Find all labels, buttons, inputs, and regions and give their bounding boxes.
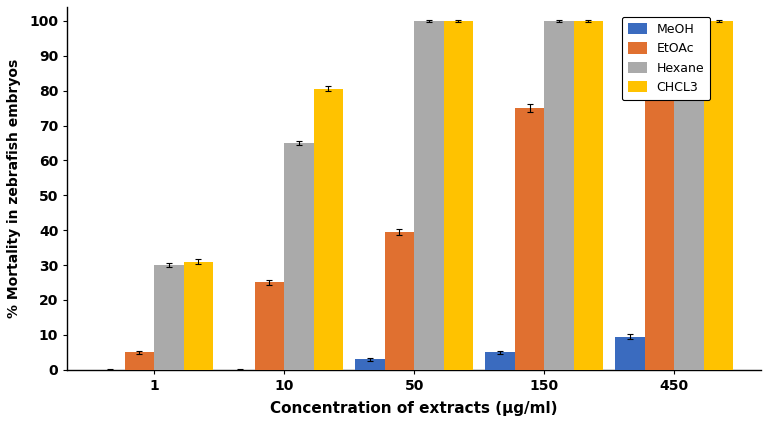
Bar: [124, 352, 154, 370]
Bar: [485, 352, 515, 370]
Y-axis label: % Mortality in zebrafish embryos: % Mortality in zebrafish embryos: [7, 59, 21, 318]
Bar: [255, 283, 284, 370]
Bar: [674, 21, 703, 370]
Bar: [184, 261, 213, 370]
X-axis label: Concentration of extracts (μg/ml): Concentration of extracts (μg/ml): [270, 401, 558, 416]
Bar: [154, 265, 184, 370]
Bar: [615, 337, 645, 370]
Legend: MeOH, EtOAc, Hexane, CHCL3: MeOH, EtOAc, Hexane, CHCL3: [621, 17, 710, 100]
Bar: [385, 232, 414, 370]
Bar: [545, 21, 574, 370]
Bar: [356, 359, 385, 370]
Bar: [444, 21, 473, 370]
Bar: [703, 21, 733, 370]
Bar: [284, 143, 313, 370]
Bar: [414, 21, 444, 370]
Bar: [313, 89, 343, 370]
Bar: [645, 21, 674, 370]
Bar: [574, 21, 603, 370]
Bar: [515, 108, 545, 370]
